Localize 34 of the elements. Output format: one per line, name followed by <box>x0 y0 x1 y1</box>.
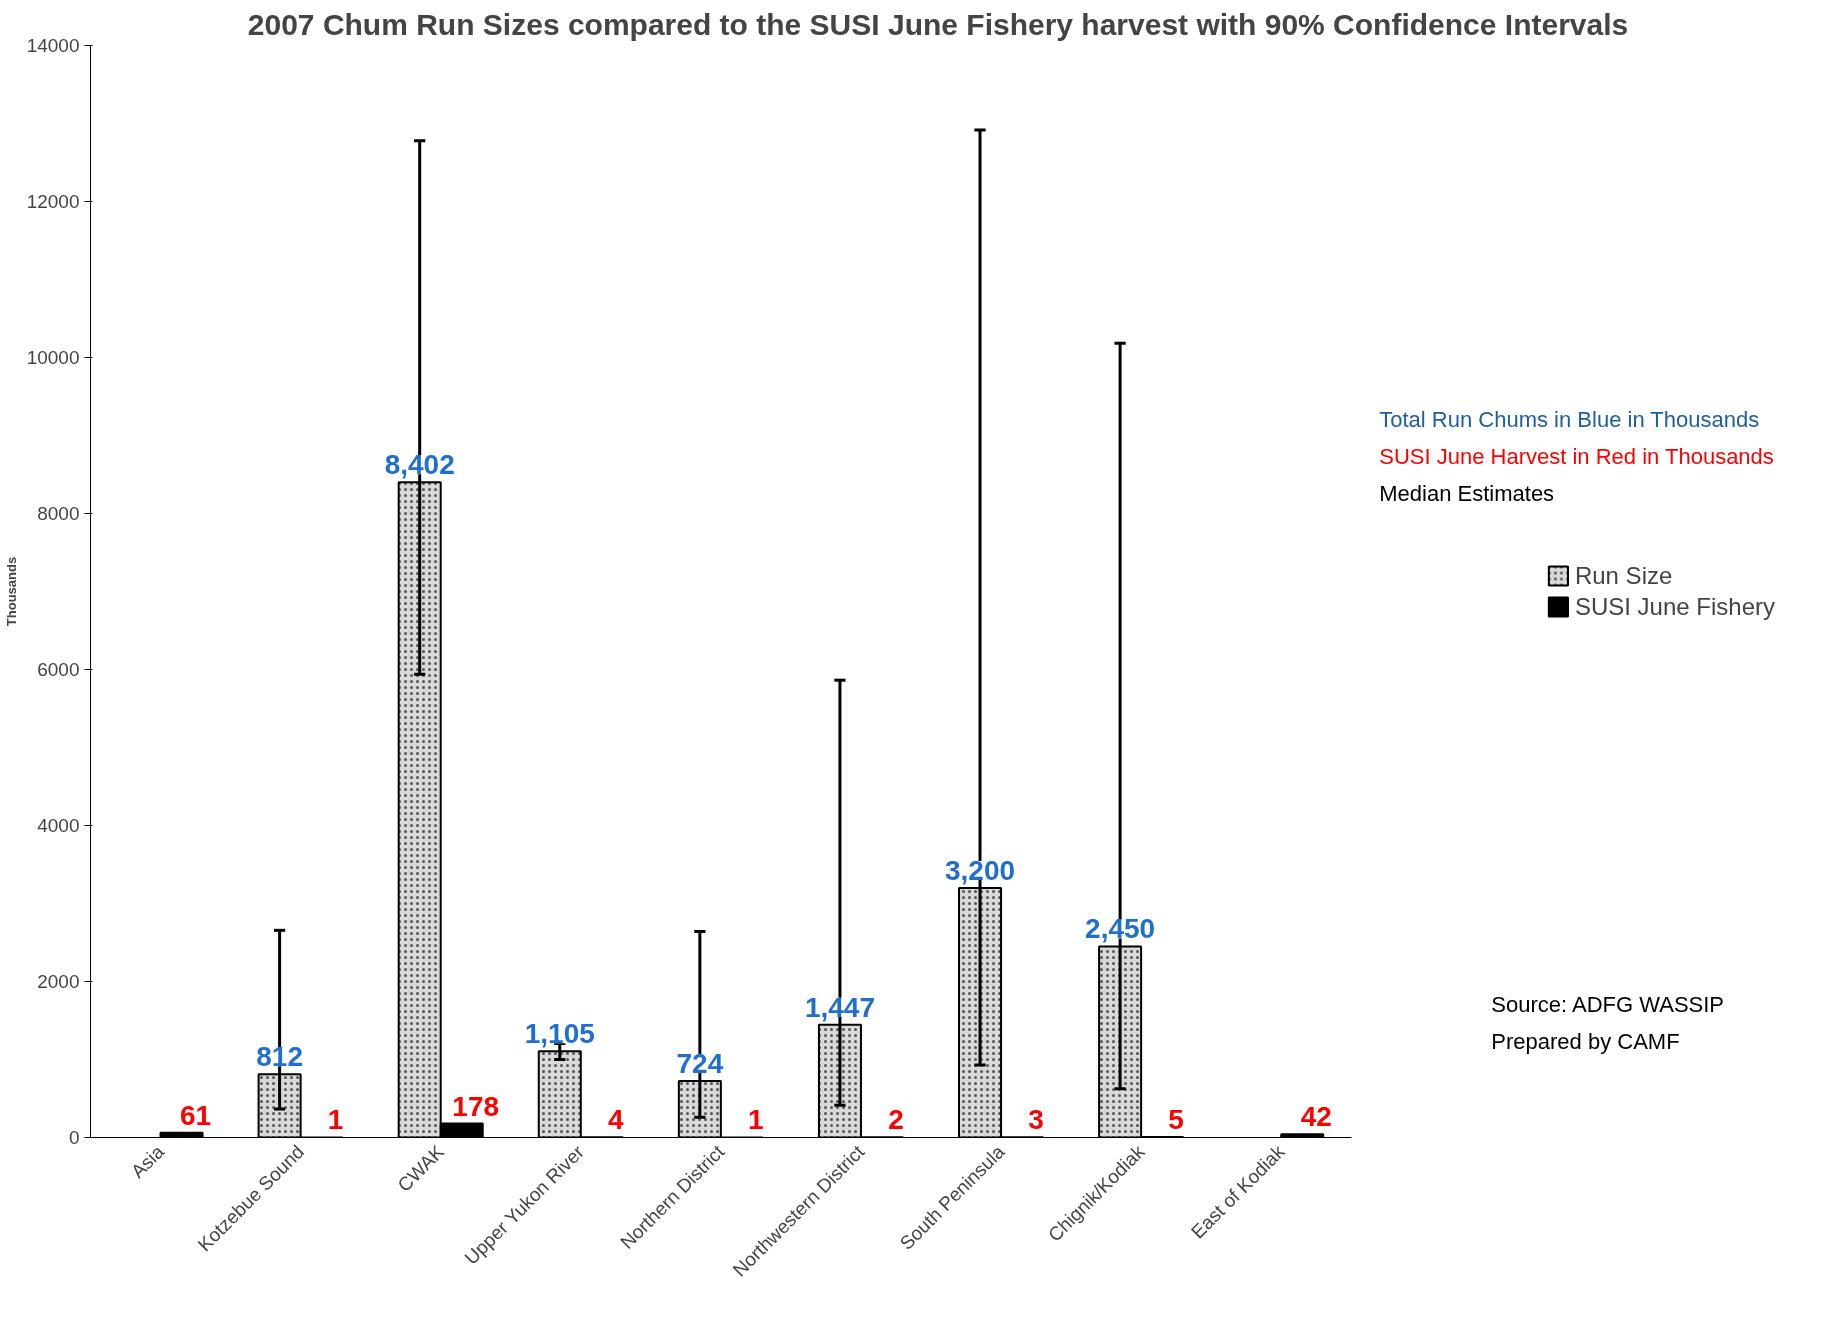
data-label: 2 <box>888 1104 904 1136</box>
y-tick-label: 4000 <box>37 815 80 836</box>
data-label: 1 <box>327 1104 344 1136</box>
text: Median Estimates <box>1379 480 1555 506</box>
data-label: 812 <box>256 1041 303 1073</box>
data-label: 5 <box>1168 1104 1184 1136</box>
text: SUSI June Harvest in Red in Thousands <box>1379 444 1774 470</box>
legend-label: Run Size <box>1574 561 1673 590</box>
legend-label: SUSI June Fishery <box>1574 592 1775 621</box>
y-tick-label: 10000 <box>26 347 80 368</box>
data-label: 8,402 <box>384 449 455 481</box>
chart-title: 2007 Chum Run Sizes compared to the SUSI June Fishery harvest with 90% Confidence Intervals <box>247 7 1629 41</box>
data-label: 1 <box>748 1104 764 1136</box>
y-tick-label: 0 <box>68 1127 80 1148</box>
data-label: 178 <box>452 1090 500 1122</box>
y-tick-label: 2000 <box>37 971 80 992</box>
y-tick-label: 6000 <box>37 659 80 680</box>
data-label: 3,200 <box>944 854 1016 886</box>
text: Total Run Chums in Blue in Thousands <box>1379 407 1760 433</box>
source-note: Source: ADFG WASSIP <box>1491 992 1725 1018</box>
data-label: 3 <box>1028 1104 1044 1136</box>
x-tick-label: Asia <box>126 1140 169 1183</box>
data-label: 1,447 <box>804 991 875 1023</box>
y-axis-title: Thousands <box>3 556 19 627</box>
data-label: 1,105 <box>524 1018 595 1050</box>
data-label: 4 <box>608 1104 625 1136</box>
y-tick-label: 8000 <box>37 503 80 524</box>
data-label: 42 <box>1300 1101 1332 1133</box>
data-label: 2,450 <box>1085 913 1156 945</box>
data-label: 724 <box>676 1048 724 1080</box>
y-tick-label: 14000 <box>26 35 80 56</box>
text: Prepared by CAMF <box>1491 1029 1680 1055</box>
y-tick-label: 12000 <box>26 191 80 212</box>
data-label: 61 <box>179 1099 212 1131</box>
